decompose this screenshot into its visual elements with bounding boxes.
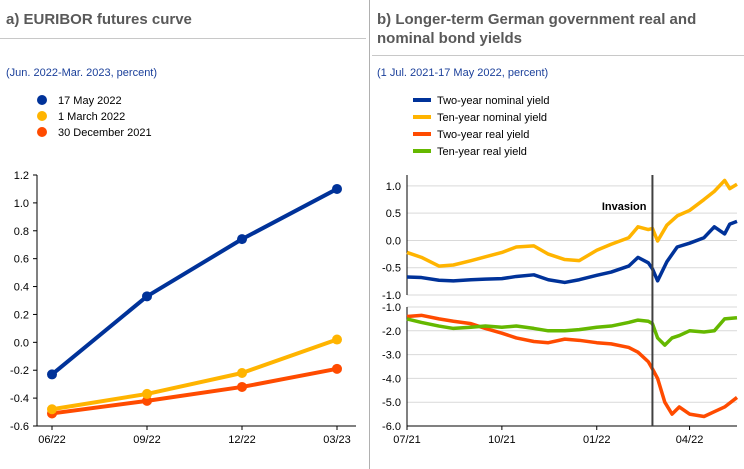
panel-b-title-line1: b) Longer-term German government real an…	[377, 11, 697, 28]
b-y-tick-label: 1.0	[386, 181, 401, 193]
panel-b-subtitle: (1 Jul. 2021-17 May 2022, percent)	[377, 67, 549, 79]
b-y-tick-label: -1.0	[382, 302, 401, 314]
b-y-tick-label: 0.0	[386, 235, 401, 247]
a-y-tick-label: 1.2	[14, 170, 29, 182]
a-x-tick-label: 09/22	[133, 434, 161, 446]
a-data-point	[142, 395, 152, 406]
panel-a-title-rule	[0, 38, 366, 39]
b-series-line	[406, 178, 738, 268]
a-legend-marker	[37, 95, 47, 105]
a-series-line	[50, 187, 338, 376]
b-y-tick-label: -5.0	[382, 397, 401, 409]
a-data-point	[142, 388, 152, 399]
panel-b-title-rule	[372, 55, 744, 56]
a-y-tick-label: -0.6	[10, 421, 29, 433]
invasion-label: Invasion	[602, 201, 647, 213]
b-series-line	[406, 315, 738, 347]
a-x-tick-label: 06/22	[38, 434, 66, 446]
a-series-line	[51, 366, 338, 416]
a-y-tick-label: 0.0	[14, 337, 29, 349]
b-x-tick-label: 07/21	[393, 434, 421, 446]
panel-a-title: a) EURIBOR futures curve	[6, 11, 192, 28]
b-legend-label: Two-year real yield	[437, 129, 529, 141]
a-data-point	[142, 291, 152, 302]
a-data-point	[332, 363, 342, 374]
a-data-point	[47, 404, 57, 415]
b-legend-label: Two-year nominal yield	[437, 95, 550, 107]
chart-b: Two-year nominal yield Ten-year nominal y…	[382, 95, 739, 446]
a-y-tick-label: 1.0	[14, 198, 29, 210]
a-data-point	[237, 381, 247, 392]
b-x-tick-label: 01/22	[583, 434, 611, 446]
b-y-tick-label: -2.0	[382, 326, 401, 338]
b-y-tick-label: -3.0	[382, 350, 401, 362]
b-y-tick-label: -6.0	[382, 421, 401, 433]
b-y-tick-label: -4.0	[382, 373, 401, 385]
a-data-point	[47, 369, 57, 380]
b-x-tick-label: 04/22	[676, 434, 704, 446]
panel-divider	[369, 0, 370, 469]
a-y-tick-label: -0.2	[10, 365, 29, 377]
a-legend-label: 30 December 2021	[58, 127, 152, 139]
b-y-tick-label: -0.5	[382, 263, 401, 275]
panel-a-subtitle: (Jun. 2022-Mar. 2023, percent)	[6, 67, 158, 79]
a-data-point	[237, 234, 247, 245]
a-legend-label: 1 March 2022	[58, 111, 125, 123]
panel-b-title-line2: nominal bond yields	[377, 30, 523, 47]
a-y-tick-label: 0.8	[14, 226, 29, 238]
a-y-tick-label: 0.2	[14, 309, 29, 321]
b-y-tick-label: 0.5	[386, 208, 401, 220]
a-x-tick-label: 12/22	[228, 434, 256, 446]
a-y-tick-label: 0.6	[14, 254, 29, 266]
b-series-line	[406, 219, 738, 285]
a-legend-marker	[37, 111, 47, 121]
b-y-tick-label: -1.0	[382, 290, 401, 302]
a-legend-label: 17 May 2022	[58, 95, 122, 107]
b-legend-label: Ten-year real yield	[437, 146, 527, 158]
b-legend-label: Ten-year nominal yield	[437, 112, 547, 124]
a-y-tick-label: -0.4	[10, 393, 29, 405]
a-series-line	[51, 337, 338, 412]
a-y-tick-label: 0.4	[14, 282, 29, 294]
chart-a: -0.6 -0.4 -0.2 0.0 0.2 0.4 0.6 0.8 1.0 1.2 06/22 09…	[10, 95, 356, 446]
a-data-point	[332, 183, 342, 194]
a-data-point	[332, 334, 342, 345]
a-data-point	[237, 368, 247, 379]
b-x-tick-label: 10/21	[488, 434, 516, 446]
a-x-tick-label: 03/23	[323, 434, 351, 446]
a-legend-marker	[37, 127, 47, 137]
